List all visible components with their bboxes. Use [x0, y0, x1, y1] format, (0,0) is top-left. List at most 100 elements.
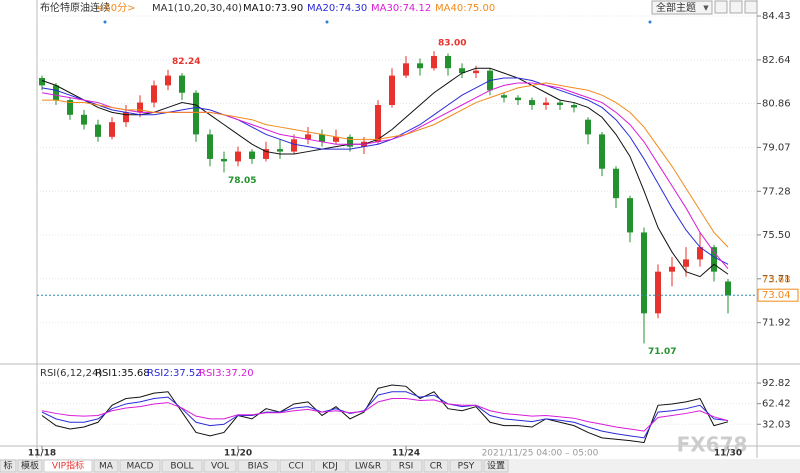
- candle-body: [697, 247, 703, 260]
- dropdown-arrow[interactable]: ▼: [703, 4, 709, 12]
- toolbar-tab-label[interactable]: 设置: [487, 461, 505, 472]
- candle-body: [207, 134, 213, 159]
- toolbar-tab[interactable]: [119, 459, 161, 473]
- candle-body: [165, 75, 171, 86]
- y-tick-label: 92.82: [762, 378, 791, 389]
- toolbar-tab-label[interactable]: CR: [430, 462, 443, 472]
- toolbar-tab-label[interactable]: KDJ: [322, 462, 338, 472]
- candle-body: [557, 102, 563, 105]
- candle-body: [599, 134, 605, 169]
- legend-entry: MA10:73.90: [243, 3, 303, 14]
- indicator-label: MA1(10,20,30,40): [152, 3, 242, 14]
- candle-body: [179, 75, 185, 93]
- time-note: 2021/11/25 04:00 – 05:00: [482, 449, 599, 459]
- toolbar-tab-label[interactable]: VOL: [211, 462, 229, 472]
- candle-body: [277, 149, 283, 152]
- toolbar-tab-label[interactable]: MA: [99, 462, 114, 472]
- candle-body: [585, 119, 591, 135]
- candle-body: [109, 122, 115, 137]
- price-annotation: 82.24: [172, 57, 200, 67]
- candle-body: [305, 134, 311, 140]
- candle-body: [123, 112, 129, 123]
- legend-entry: RSI2:37.52: [147, 368, 202, 379]
- theme-button-label[interactable]: 全部主题: [656, 1, 696, 14]
- toolbar-tab[interactable]: [17, 459, 43, 473]
- toolbar-tab-label[interactable]: BIAS: [248, 462, 269, 472]
- candle-body: [683, 259, 689, 267]
- candle-body: [627, 198, 633, 233]
- x-tick-label: 11/20: [224, 449, 252, 459]
- candle-body: [193, 92, 199, 135]
- toolbar-tab-label[interactable]: BOLL: [170, 462, 193, 472]
- toolbar-tab[interactable]: [389, 459, 423, 473]
- toolbar-tab-label[interactable]: CCI: [288, 462, 303, 472]
- last-price-label: 73.04: [762, 290, 791, 301]
- reference-price-label: 73.68: [762, 275, 791, 286]
- toolbar-tab-label[interactable]: 模板: [21, 460, 39, 472]
- candle-body: [53, 85, 59, 101]
- period: <60分>: [96, 2, 135, 14]
- line-series: [41, 384, 729, 444]
- tool-button[interactable]: [729, 0, 743, 14]
- toolbar-tab[interactable]: [203, 459, 237, 473]
- toolbar-tab[interactable]: [43, 459, 93, 473]
- marker-dot: [325, 20, 329, 24]
- x-tick-label: 11/18: [28, 449, 56, 459]
- chart-title: 布伦特原油连续: [40, 1, 110, 14]
- candle-body: [375, 105, 381, 142]
- candle-body: [725, 281, 731, 296]
- tool-button[interactable]: [714, 0, 728, 14]
- toolbar-tab[interactable]: [0, 459, 17, 473]
- y-tick-label: 77.28: [762, 186, 791, 197]
- line-series: [41, 391, 729, 439]
- line-series: [42, 82, 729, 248]
- toolbar-tab-label[interactable]: 标: [3, 460, 12, 472]
- candle-body: [137, 102, 143, 113]
- y-tick-label: 73.71: [762, 274, 791, 285]
- y-tick-label: 84.43: [762, 11, 791, 22]
- candle-body: [403, 63, 409, 76]
- legend-entry: RSI3:37.20: [199, 368, 254, 379]
- marker-dot: [648, 20, 652, 24]
- candle-body: [235, 151, 241, 162]
- legend-entry: MA20:74.30: [307, 3, 367, 14]
- x-tick-label: 11/30: [714, 449, 742, 459]
- tool-button[interactable]: [744, 0, 758, 14]
- toolbar-tab[interactable]: [483, 459, 509, 473]
- candle-body: [529, 100, 535, 105]
- toolbar-tab[interactable]: [313, 459, 347, 473]
- toolbar-tab[interactable]: [423, 459, 449, 473]
- candle-body: [571, 105, 577, 108]
- toolbar-tab[interactable]: [161, 459, 203, 473]
- candle-body: [711, 247, 717, 272]
- theme-button[interactable]: [651, 0, 713, 15]
- toolbar-tab-label[interactable]: RSI: [399, 462, 414, 472]
- toolbar-tab[interactable]: [237, 459, 279, 473]
- candle-body: [67, 100, 73, 115]
- toolbar-tab[interactable]: [449, 459, 483, 473]
- line-series: [41, 398, 729, 432]
- toolbar-tab-label[interactable]: MACD: [127, 462, 154, 472]
- y-tick-label: 32.03: [762, 419, 791, 430]
- marker-dot: [103, 20, 107, 24]
- toolbar-tab[interactable]: [347, 459, 389, 473]
- candle-body: [459, 68, 465, 74]
- y-tick-label: 75.50: [762, 230, 791, 241]
- candle-body: [669, 266, 675, 272]
- candle-body: [655, 271, 661, 314]
- candle-body: [291, 139, 297, 152]
- toolbar-tab-label[interactable]: LW&R: [355, 462, 381, 472]
- toolbar-tab-label[interactable]: VIP指标: [52, 460, 84, 472]
- candle-body: [515, 97, 521, 101]
- toolbar-tab[interactable]: [93, 459, 119, 473]
- toolbar-tab[interactable]: [279, 459, 313, 473]
- candle-body: [641, 232, 647, 314]
- candle-body: [613, 168, 619, 199]
- y-tick-label: 79.07: [762, 142, 791, 153]
- candle-body: [347, 136, 353, 147]
- candle-body: [445, 55, 451, 69]
- candle-body: [389, 75, 395, 105]
- toolbar-tab-label[interactable]: PSY: [458, 462, 475, 472]
